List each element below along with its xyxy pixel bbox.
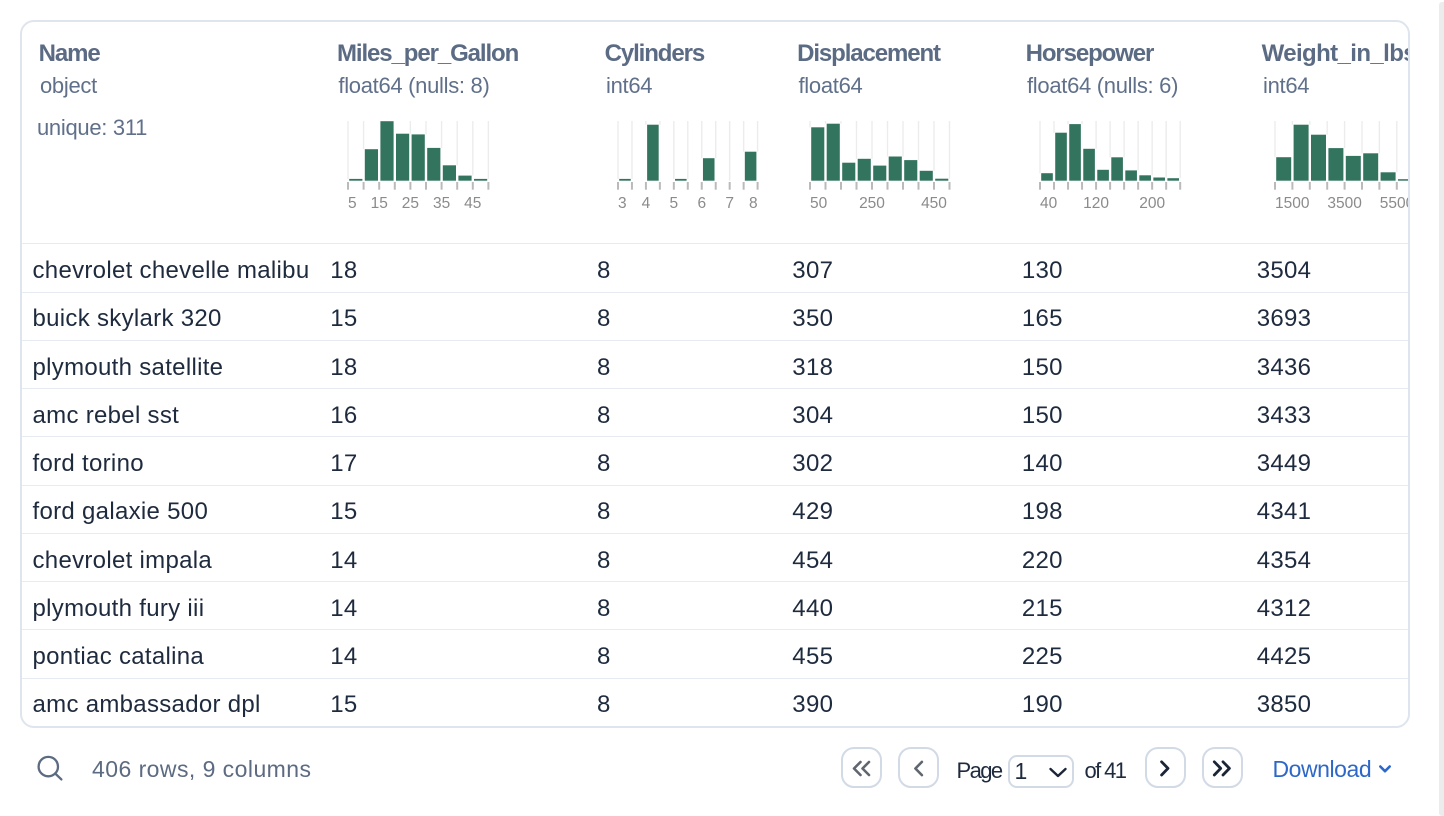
svg-text:7: 7 <box>725 195 734 212</box>
svg-text:3500: 3500 <box>1327 195 1361 212</box>
svg-text:450: 450 <box>921 195 947 212</box>
svg-text:40: 40 <box>1040 195 1057 212</box>
svg-text:50: 50 <box>810 195 828 212</box>
svg-text:35: 35 <box>433 195 450 212</box>
svg-text:4: 4 <box>641 195 650 212</box>
svg-text:5: 5 <box>669 195 678 212</box>
svg-text:3: 3 <box>618 195 627 212</box>
svg-text:25: 25 <box>402 195 419 212</box>
svg-text:15: 15 <box>371 195 388 212</box>
svg-text:1500: 1500 <box>1275 195 1309 212</box>
svg-text:6: 6 <box>697 195 706 212</box>
svg-text:45: 45 <box>465 195 482 212</box>
svg-text:5500: 5500 <box>1380 195 1410 212</box>
svg-text:250: 250 <box>859 195 885 212</box>
svg-text:5: 5 <box>348 195 357 212</box>
svg-text:8: 8 <box>749 195 758 212</box>
svg-text:200: 200 <box>1139 195 1165 212</box>
svg-text:120: 120 <box>1083 195 1109 212</box>
